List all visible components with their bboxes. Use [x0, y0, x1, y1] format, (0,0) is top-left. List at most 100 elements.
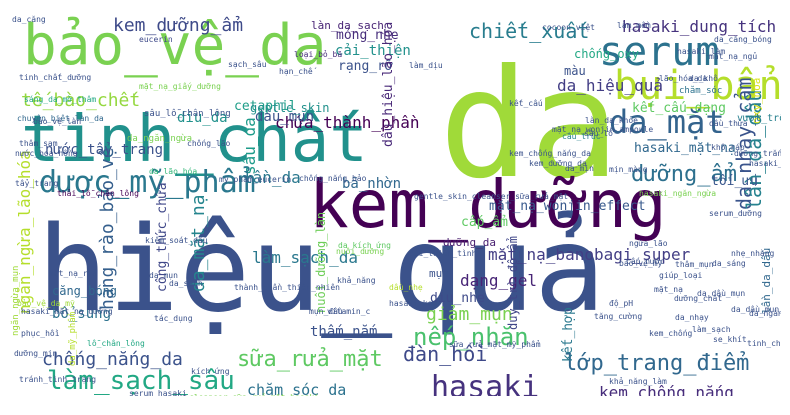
- cloud-word: cấp_ẩm: [461, 215, 508, 230]
- cloud-word: bảo_vệ_da: [23, 13, 327, 78]
- cloud-word: kem_dưỡng_da: [529, 159, 587, 168]
- cloud-word: giảm_mụn: [426, 304, 513, 325]
- cloud-word: ngừa_lão: [629, 239, 668, 248]
- cloud-word: dưỡng_trắng: [734, 149, 781, 158]
- cloud-word: mụn: [429, 267, 449, 280]
- cloud-word: dưỡng_ẩm: [631, 162, 737, 187]
- cloud-word: chống_oxy: [574, 47, 640, 61]
- cloud-word: hasaki: [431, 370, 540, 397]
- cloud-word: dược_mỹ_phẩm: [39, 165, 256, 200]
- cloud-word: làm_sạch_sâu: [47, 366, 235, 396]
- cloud-word: hiệu_quả: [37, 200, 606, 338]
- cloud-word: mặt_nạ_ngủ: [709, 52, 758, 61]
- cloud-word: serum: [599, 29, 720, 75]
- cloud-word: gentle_skin: [250, 101, 330, 115]
- cloud-word: rạng_rỡ: [338, 59, 393, 74]
- cloud-word: dạng_gel: [460, 271, 538, 290]
- cloud-word: vượt_trội: [737, 113, 781, 124]
- cloud-word: eucerin: [139, 35, 173, 44]
- cloud-word: kết_hợp: [561, 307, 576, 362]
- cloud-word: nước_tẩy_trang: [45, 142, 164, 158]
- cloud-word: da_lão_hóa: [149, 167, 198, 176]
- cloud-word: dưỡng_da: [443, 236, 496, 249]
- cloud-word: kích_ứng: [191, 367, 230, 376]
- cloud-word: hạn_chế: [279, 67, 313, 76]
- cloud-word: mỹ_phẩm_eucerin: [219, 175, 292, 184]
- cloud-word: cetaphil: [234, 99, 297, 114]
- cloud-word: thâm_sạm: [19, 139, 58, 148]
- cloud-word: phục_hồi: [21, 329, 60, 338]
- cloud-word: lỗ_chân_lông: [87, 339, 145, 348]
- word-cloud: hiệu_quả da kem_dưỡng tinh_chất bảo_vệ_da dượ…: [9, 10, 781, 396]
- cloud-word: chăm_sóc_da: [247, 381, 347, 397]
- cloud-word: da_mịn: [565, 164, 594, 173]
- cloud-word: mịn_màng: [609, 165, 648, 174]
- cloud-word: chiết_xuất: [469, 19, 590, 43]
- cloud-word: chuyên_biệt_làn_da: [17, 114, 104, 123]
- cloud-word: kem_chống: [649, 329, 693, 338]
- cloud-word: mặt_nạ_banobagi_super: [488, 245, 691, 264]
- cloud-word: kem_dưỡng: [309, 166, 667, 243]
- cloud-word: làn_da_sạch: [311, 19, 384, 32]
- cloud-word: cải_thiện: [335, 43, 411, 59]
- cloud-word: thải_lỗ_chân_lông: [57, 189, 139, 198]
- cloud-word: bảo_vệ_làn: [33, 117, 82, 126]
- cloud-word: thấm_nắm: [310, 324, 378, 340]
- cloud-word: chống_nắng_bảo: [299, 174, 367, 183]
- cloud-word: sạch_sâu: [228, 60, 267, 69]
- cloud-word: tránh_tình_trạng: [19, 375, 97, 384]
- cloud-word: khô_ráp: [711, 143, 745, 152]
- cloud-word: lớp_trang_điểm: [564, 351, 750, 376]
- cloud-word: serum_dưỡng: [709, 209, 762, 218]
- cloud-word: mụn_đầu: [309, 307, 343, 316]
- cloud-word: thành_phần_thiên_nhiên: [234, 283, 340, 292]
- cloud-word: tẩy_trang: [15, 179, 59, 188]
- cloud-word: hasaki_mặt_nạ: [634, 141, 736, 156]
- cloud-word: tác_dụng: [154, 314, 193, 323]
- cloud-word: bổ_sung: [52, 306, 112, 322]
- cloud-word: kết_cấu_dạng: [632, 101, 726, 116]
- cloud-word: tăng_cường: [594, 312, 643, 321]
- cloud-word: độ_pH: [609, 299, 634, 308]
- cloud-word: da_sáng: [712, 259, 746, 268]
- cloud-word: cấp_nước: [626, 257, 665, 266]
- cloud-word: cấu_trúc: [562, 132, 601, 141]
- cloud-word: da_mỹ_phẩm: [68, 311, 78, 366]
- cloud-word: nuôi_dưỡng: [336, 247, 385, 256]
- cloud-word: hasaki_làm: [677, 47, 726, 56]
- cloud-word: mặt_nạ_rửa: [49, 269, 98, 278]
- cloud-word: mặt_nạ_wonjin_effect: [489, 199, 646, 214]
- cloud-word: dưỡng_mịn: [14, 349, 58, 358]
- cloud-word: da: [439, 38, 620, 212]
- cloud-word: da_nhạy: [675, 313, 709, 322]
- cloud-word: da_hiệu_quả: [557, 76, 663, 95]
- cloud-word: khả_năng_làm: [609, 377, 667, 386]
- cloud-word: dầu_nhẹ: [389, 283, 423, 292]
- cloud-word: bảo_vệ_mỹ: [619, 259, 663, 268]
- cloud-word: hasaki_kem: [389, 299, 438, 308]
- cloud-word: làn_da_khỏe: [585, 116, 638, 125]
- cloud-word: kem_chống_nắng: [599, 383, 734, 397]
- cloud-word: lão_hóa_da: [659, 74, 708, 83]
- cloud-word: da_dầu_mụn: [697, 289, 746, 298]
- cloud-word: sữa_rửa_mặt: [237, 347, 383, 372]
- cloud-word: loại_bỏ_bã: [294, 50, 343, 59]
- cloud-word: sâu_da: [240, 117, 259, 175]
- cloud-word: da_dầu_mụn_nhạy: [731, 305, 781, 314]
- cloud-word: nước_hoa_hồng: [15, 149, 78, 158]
- cloud-word: da_ngăn_ngừa: [127, 134, 193, 144]
- cloud-word: làm_mềm: [617, 21, 651, 30]
- cloud-word: tế_bào_chết: [21, 90, 141, 111]
- cloud-word: kem_chống_nắng_da: [509, 149, 591, 158]
- cloud-word: da_căng_bóng: [714, 35, 772, 44]
- cloud-word: da_mặt: [609, 103, 725, 141]
- cloud-word: vitamin_c: [327, 307, 371, 316]
- cloud-word: hasaki_mặt_nạ_dưỡng: [21, 307, 113, 316]
- cloud-word: diu_nhẹ: [430, 291, 485, 306]
- cloud-word: bụi_bẩn: [614, 63, 781, 109]
- cloud-word: cocoon_việt: [542, 23, 595, 32]
- cloud-word: chứa_thành_phần: [275, 113, 420, 132]
- cloud-word: dưỡng_chất: [674, 294, 723, 303]
- cloud-word: gentle_skin_cleanser_sữa_rửa_mặt: [414, 192, 569, 201]
- cloud-word: dầu_mụn: [255, 109, 315, 125]
